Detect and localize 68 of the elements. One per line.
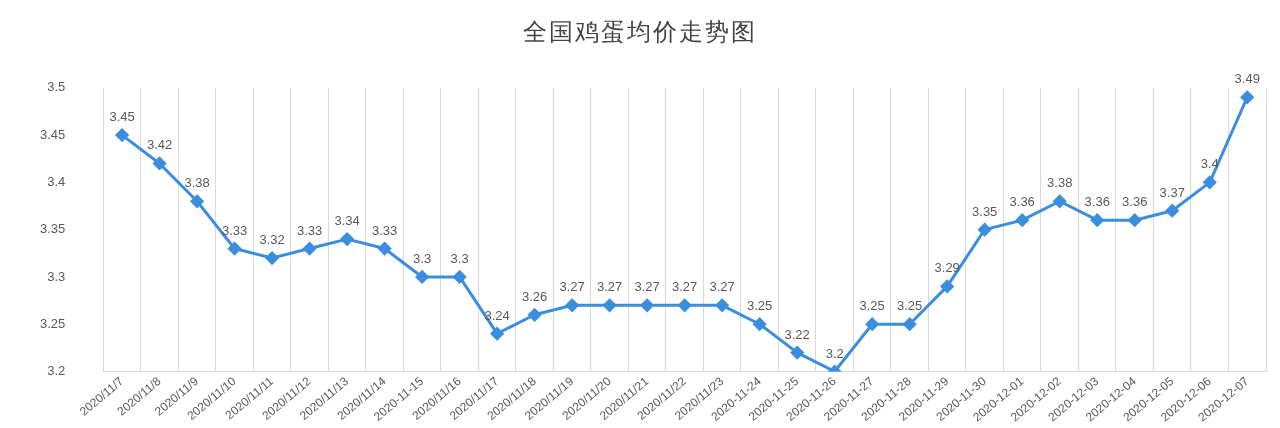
data-label: 3.2 bbox=[825, 345, 844, 361]
point bbox=[978, 223, 992, 237]
data-label: 3.25 bbox=[747, 298, 773, 314]
point bbox=[378, 242, 392, 256]
point bbox=[753, 317, 767, 331]
point bbox=[1203, 175, 1217, 189]
point bbox=[640, 298, 654, 312]
data-label: 3.27 bbox=[559, 279, 585, 295]
y-tick-label: 3.45 bbox=[39, 126, 66, 142]
point bbox=[865, 317, 879, 331]
point bbox=[153, 156, 167, 170]
y-tick-label: 3.4 bbox=[47, 173, 66, 189]
data-label: 3.33 bbox=[221, 222, 248, 238]
data-label: 3.27 bbox=[634, 279, 660, 295]
data-label: 3.32 bbox=[259, 232, 285, 248]
data-label: 3.45 bbox=[109, 109, 135, 125]
data-label: 3.36 bbox=[1122, 194, 1148, 210]
data-label: 3.27 bbox=[596, 279, 623, 295]
point bbox=[190, 194, 204, 208]
data-label: 3.25 bbox=[859, 298, 885, 314]
y-tick-label: 3.35 bbox=[39, 221, 66, 237]
data-label: 3.26 bbox=[521, 288, 548, 304]
data-label: 3.25 bbox=[897, 298, 923, 314]
data-label: 3.3 bbox=[413, 250, 432, 266]
point bbox=[1128, 213, 1142, 227]
point bbox=[1090, 213, 1104, 227]
y-tick-label: 3.25 bbox=[39, 315, 66, 331]
y-tick-label: 3.5 bbox=[47, 79, 66, 95]
point bbox=[265, 251, 279, 265]
point bbox=[1053, 194, 1067, 208]
point bbox=[1240, 90, 1254, 104]
point bbox=[903, 317, 917, 331]
data-label: 3.36 bbox=[1084, 194, 1110, 210]
data-label: 3.29 bbox=[934, 260, 960, 276]
point bbox=[1015, 213, 1029, 227]
data-label: 3.42 bbox=[146, 137, 173, 153]
chart-title: 全国鸡蛋均价走势图 bbox=[522, 17, 758, 48]
data-label: 3.49 bbox=[1234, 71, 1260, 87]
y-tick-label: 3.3 bbox=[47, 268, 66, 284]
data-label: 3.33 bbox=[296, 222, 323, 238]
point bbox=[340, 232, 354, 246]
point bbox=[940, 279, 954, 293]
data-label: 3.22 bbox=[784, 326, 810, 342]
point bbox=[678, 298, 692, 312]
data-label: 3.3 bbox=[450, 250, 469, 266]
point bbox=[565, 298, 579, 312]
y-tick-label: 3.2 bbox=[47, 363, 66, 379]
data-label: 3.24 bbox=[484, 307, 510, 323]
data-label: 3.35 bbox=[972, 203, 998, 219]
point bbox=[490, 327, 504, 341]
data-label: 3.38 bbox=[184, 175, 210, 191]
data-label: 3.33 bbox=[371, 222, 398, 238]
point bbox=[715, 298, 729, 312]
point bbox=[453, 270, 467, 284]
data-label: 3.38 bbox=[1047, 175, 1073, 191]
data-label: 3.37 bbox=[1159, 184, 1185, 200]
data-label: 3.27 bbox=[671, 279, 698, 295]
point bbox=[303, 242, 317, 256]
point bbox=[1165, 204, 1179, 218]
point bbox=[415, 270, 429, 284]
point bbox=[603, 298, 617, 312]
data-label: 3.34 bbox=[334, 213, 360, 229]
point bbox=[115, 128, 129, 142]
point bbox=[228, 242, 242, 256]
data-label: 3.27 bbox=[709, 279, 735, 295]
data-label: 3.36 bbox=[1009, 194, 1035, 210]
point bbox=[528, 308, 542, 322]
point bbox=[790, 346, 804, 360]
